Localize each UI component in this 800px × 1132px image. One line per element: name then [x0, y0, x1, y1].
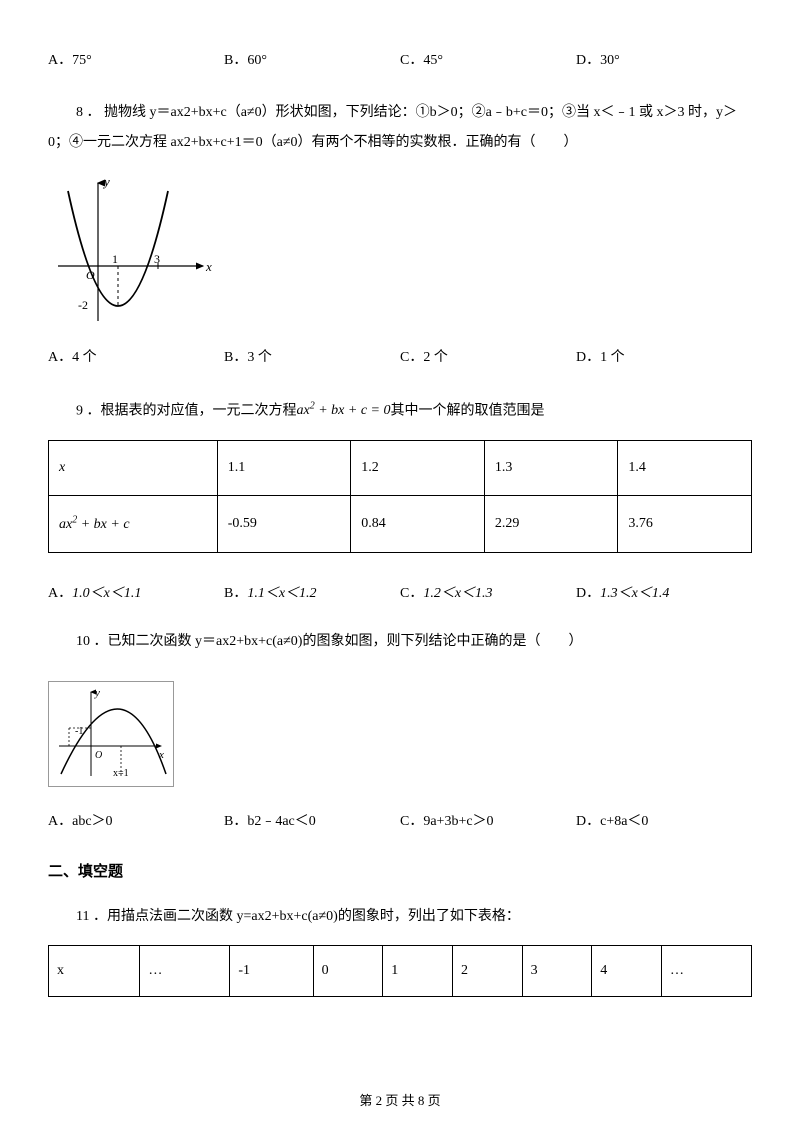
q8-origin: O [86, 268, 95, 282]
q7-option-d: D．30° [576, 50, 752, 72]
q9-b-math: 1.1＜x＜1.2 [247, 586, 316, 601]
table-row: ax2 + bx + c -0.59 0.84 2.29 3.76 [49, 496, 752, 553]
q10-option-d: D．c+8a＜0 [576, 811, 752, 833]
page-footer: 第 2 页 共 8 页 [0, 1091, 800, 1112]
q11-cell: 4 [592, 946, 662, 997]
q11-cell: 1 [383, 946, 453, 997]
q9-d-math: 1.3＜x＜1.4 [600, 586, 669, 601]
q9-row1-label: x [59, 460, 65, 475]
q9-cell: 1.4 [618, 440, 752, 495]
q11-cell: … [661, 946, 751, 997]
q9-option-b: B．1.1＜x＜1.2 [224, 583, 400, 605]
q10-x-marker: x=1 [113, 768, 129, 779]
q7-option-a: A．75° [48, 50, 224, 72]
q9-text: 9 ．根据表的对应值，一元二次方程ax2 + bx + c = 0其中一个解的取… [48, 396, 752, 426]
q9-cell: -0.59 [217, 496, 351, 553]
q9-cell: 0.84 [351, 496, 485, 553]
q9-cell: 2.29 [484, 496, 618, 553]
q10-option-c: C．9a+3b+c＞0 [400, 811, 576, 833]
q9-cell: 1.1 [217, 440, 351, 495]
q10-option-a: A．abc＞0 [48, 811, 224, 833]
q8-text: 8 ． 抛物线 y＝ax2+bx+c（a≠0）形状如图，下列结论：①b＞0；②a… [48, 98, 752, 157]
q9-option-a: A．1.0＜x＜1.1 [48, 583, 224, 605]
q7-options: A．75° B．60° C．45° D．30° [48, 50, 752, 72]
q11-text: 11 ．用描点法画二次函数 y=ax2+bx+c(a≠0)的图象时，列出了如下表… [48, 902, 752, 931]
q10-text: 10 ．已知二次函数 y＝ax2+bx+c(a≠0)的图象如图，则下列结论中正确… [48, 627, 752, 656]
q9-cell: 1.3 [484, 440, 618, 495]
q8-y-label: y [102, 174, 110, 189]
q8-options: A．4 个 B．3 个 C．2 个 D．1 个 [48, 347, 752, 369]
q9-cell: 3.76 [618, 496, 752, 553]
q10-x-label: x [158, 749, 164, 761]
q8-x-label: x [205, 259, 212, 274]
table-row: x 1.1 1.2 1.3 1.4 [49, 440, 752, 495]
table-row: x … -1 0 1 2 3 4 … [49, 946, 752, 997]
q9-c-math: 1.2＜x＜1.3 [423, 586, 492, 601]
q9-prefix: 9 ．根据表的对应值，一元二次方程 [76, 403, 297, 418]
q11-cell: … [140, 946, 230, 997]
q9-option-d: D．1.3＜x＜1.4 [576, 583, 752, 605]
q11-cell: -1 [230, 946, 313, 997]
q11-cell: 3 [522, 946, 592, 997]
q9-options: A．1.0＜x＜1.1 B．1.1＜x＜1.2 C．1.2＜x＜1.3 D．1.… [48, 583, 752, 605]
q8-option-b: B．3 个 [224, 347, 400, 369]
q10-origin: O [95, 750, 102, 761]
q10-ytick-neg1: -1 [75, 726, 83, 737]
q9-a-math: 1.0＜x＜1.1 [72, 586, 141, 601]
q8-ytick-neg2: -2 [78, 298, 88, 312]
q8-xtick-1: 1 [112, 252, 118, 266]
q11-cell: 2 [452, 946, 522, 997]
q8-xtick-3: 3 [154, 252, 160, 266]
q8-option-d: D．1 个 [576, 347, 752, 369]
q11-row1-label: x [49, 946, 140, 997]
q8-option-c: C．2 个 [400, 347, 576, 369]
q7-option-c: C．45° [400, 50, 576, 72]
q9-option-c: C．1.2＜x＜1.3 [400, 583, 576, 605]
q8-graph: y x O 1 3 -2 [48, 171, 752, 331]
q9-b-prefix: B． [224, 586, 247, 601]
q7-option-b: B．60° [224, 50, 400, 72]
q9-c-prefix: C． [400, 586, 423, 601]
q9-table: x 1.1 1.2 1.3 1.4 ax2 + bx + c -0.59 0.8… [48, 440, 752, 553]
q8-option-a: A．4 个 [48, 347, 224, 369]
q11-table: x … -1 0 1 2 3 4 … [48, 945, 752, 997]
q11-cell: 0 [313, 946, 383, 997]
q9-a-prefix: A． [48, 586, 72, 601]
q9-suffix: 其中一个解的取值范围是 [391, 403, 545, 418]
q9-equation: ax2 + bx + c = 0 [297, 403, 391, 418]
q10-y-label: y [94, 687, 100, 699]
q10-option-b: B．b2﹣4ac＜0 [224, 811, 400, 833]
q9-row2-label: ax2 + bx + c [59, 517, 130, 532]
q9-d-prefix: D． [576, 586, 600, 601]
section2-title: 二、填空题 [48, 860, 752, 884]
q10-options: A．abc＞0 B．b2﹣4ac＜0 C．9a+3b+c＞0 D．c+8a＜0 [48, 811, 752, 833]
q9-cell: 1.2 [351, 440, 485, 495]
q10-graph: y x O -1 x=1 [48, 681, 174, 787]
